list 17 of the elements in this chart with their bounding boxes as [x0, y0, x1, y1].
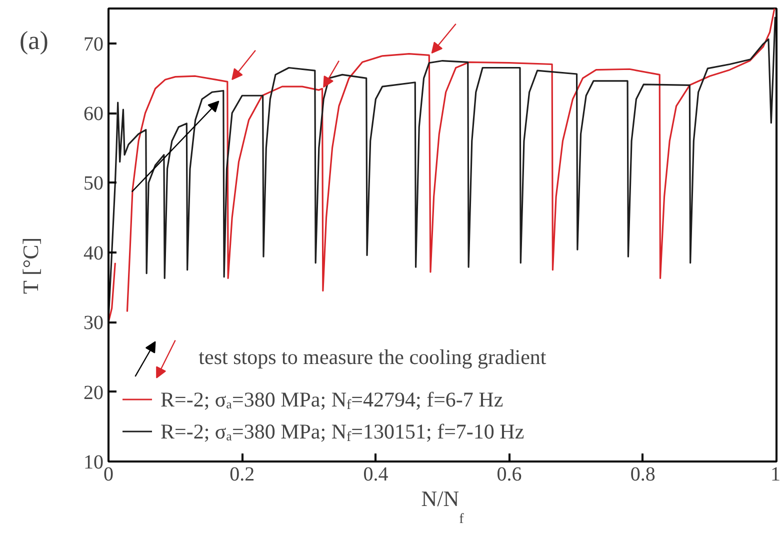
x-axis-title: N/Nf [421, 486, 464, 528]
x-tick-label: 0.2 [230, 464, 255, 486]
x-tick-label: 1 [770, 464, 780, 486]
y-tick-label: 30 [84, 312, 104, 334]
x-tick-label: 0 [104, 464, 114, 486]
x-tick-label: 0.6 [496, 464, 522, 486]
y-axis-title: T [°C] [18, 237, 43, 294]
x-tick-label: 0.4 [363, 464, 388, 486]
y-tick-label: 60 [84, 103, 104, 126]
y-tick-label: 50 [84, 172, 104, 195]
text: (a) [20, 26, 48, 55]
annotation: test stops to measure the cooling gradient [198, 344, 546, 369]
y-tick-label: 40 [84, 242, 104, 264]
y-tick-label: 20 [84, 382, 104, 404]
x-tick-label: 0.8 [630, 464, 656, 486]
y-tick-label: 70 [84, 33, 104, 56]
y-tick-label: 10 [84, 452, 104, 474]
